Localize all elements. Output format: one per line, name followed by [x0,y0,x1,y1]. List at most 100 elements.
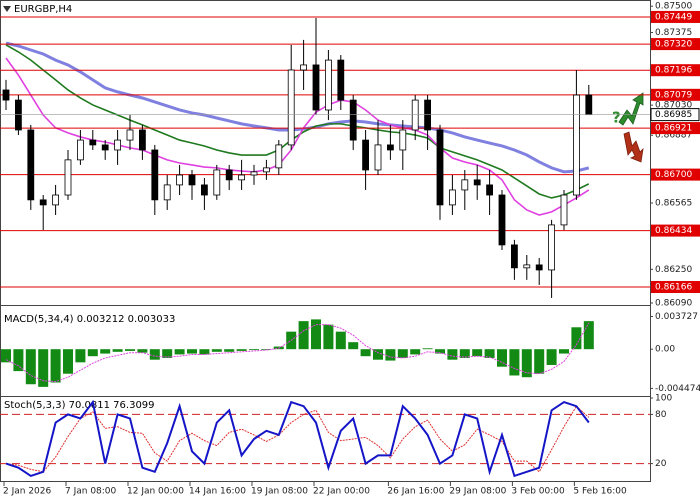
macd-bar [497,349,507,367]
candle-body [312,64,320,111]
macd-bar [249,349,259,351]
macd-bar [236,349,247,351]
macd-bar [25,349,36,385]
candle-body [349,99,357,141]
y-tick-label: 100 [655,394,672,404]
level-label-box [651,10,700,23]
candle-body [64,159,72,196]
candle-body [510,244,518,269]
macd-bar [75,349,86,363]
y-tick-label: 0.87375 [655,28,692,38]
stoch-signal [5,405,590,473]
candle-body [324,59,332,111]
candle-body [151,149,159,201]
macd-bar [224,349,235,352]
symbol-icon [3,6,11,12]
level-label: 0.86434 [655,226,692,236]
candle-body [362,139,370,171]
macd-bar [373,349,383,360]
macd-bar [187,349,197,354]
candle-body [287,69,295,146]
moving-average [5,41,590,174]
macd-bar [335,331,346,350]
candle-body [89,139,97,146]
candle-body [27,129,35,201]
level-label-box [651,168,700,181]
moving-average [5,44,590,199]
y-tick-label: 80 [655,410,667,420]
macd-bar [583,321,594,350]
y-tick-label: 0.003727 [655,312,698,322]
candle-body [411,99,419,131]
candle-body [436,129,444,206]
y-tick-label: 0.87500 [655,2,692,12]
macd-bar [447,349,458,360]
stoch-main [5,399,590,478]
macd-bar [162,349,173,358]
candle-body [188,174,196,186]
macd-bar [87,349,98,357]
macd-bar [38,349,49,387]
plot-frame [0,0,651,482]
candle-body [498,194,506,246]
macd-bar [472,349,483,357]
candle-body [138,129,146,151]
candle-body [126,129,134,141]
candle-body [337,59,345,101]
candle-body [275,144,283,169]
level-label-box [651,224,700,237]
candle-body [39,199,47,206]
candle-body [585,94,593,116]
macd-bar [63,349,73,374]
x-tick-label: 19 Jan 08:00 [251,487,308,497]
level-label: 0.87196 [655,66,692,76]
macd-bar [385,349,396,361]
level-label: 0.86166 [655,283,692,293]
level-label: 0.87079 [655,90,692,100]
candle-body [461,179,469,191]
candle-body [300,64,308,71]
macd-bar [211,349,222,352]
candle-body [101,144,109,151]
x-tick-label: 22 Jan 00:00 [313,487,370,497]
level-label-box [651,88,700,101]
level-label: 0.87320 [655,40,692,50]
current-price-box [650,108,700,122]
x-tick-label: 3 Feb 00:00 [511,487,565,497]
candle-body [52,194,59,206]
candle-body [386,144,394,151]
candle-body [14,99,22,131]
candle-body [399,129,407,151]
candle-body [250,171,258,176]
candle-body [523,264,531,269]
candle-body [262,167,270,173]
macd-bar [422,348,433,350]
candle-body [176,174,184,186]
macd-bar [100,349,111,354]
macd-bar [509,349,520,376]
candle-body [200,184,208,196]
macd-bar [546,349,557,365]
x-tick-label: 29 Jan 08:00 [449,487,506,497]
y-tick-label: 20 [655,459,667,469]
y-tick-label: 0.86887 [655,131,692,141]
level-label: 0.86700 [655,170,692,180]
candle-body [535,264,543,271]
candle-body [424,99,432,131]
level-label-box [651,122,700,135]
candle-body [225,169,233,181]
macd-bar [199,349,210,355]
candle-body [548,224,555,271]
macd-bar [435,349,445,354]
macd-bar [13,349,24,372]
candle-body [448,189,456,206]
stoch-title: Stoch(5,3,3) 70.0811 76.3099 [4,400,155,411]
x-tick-label: 12 Jan 00:00 [127,487,184,497]
x-tick-label: 2 Jan 2026 [3,487,51,497]
macd-bar [397,349,408,358]
candle-body [560,194,568,226]
candle-body [77,139,84,161]
macd-bar [360,349,371,357]
level-label: 0.86921 [655,124,692,134]
